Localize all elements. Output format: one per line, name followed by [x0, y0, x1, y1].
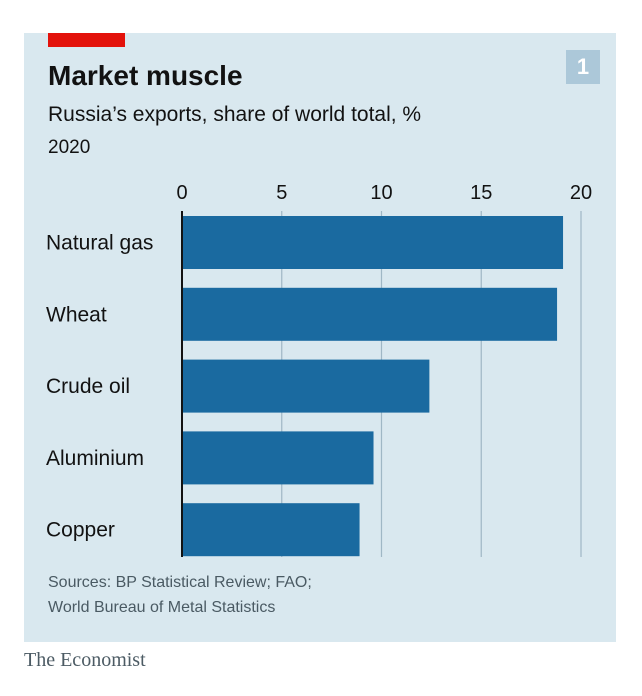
publisher-brand: The Economist	[24, 649, 146, 671]
x-tick-label-20: 20	[570, 182, 592, 204]
chart-title: Market muscle	[48, 60, 243, 91]
category-label-aluminium: Aluminium	[46, 447, 144, 470]
x-tick-label-5: 5	[276, 182, 287, 204]
bar-copper	[182, 503, 360, 557]
source-note-line-2: World Bureau of Metal Statistics	[48, 599, 276, 616]
bar-wheat	[182, 287, 558, 341]
category-label-copper: Copper	[46, 519, 115, 542]
source-note-line-1: Sources: BP Statistical Review; FAO;	[48, 574, 312, 591]
category-label-natural-gas: Natural gas	[46, 232, 153, 255]
x-tick-label-15: 15	[470, 182, 492, 204]
bar-natural-gas	[182, 216, 564, 269]
bar-aluminium	[182, 431, 374, 485]
bar-crude-oil	[182, 359, 430, 413]
category-label-crude-oil: Crude oil	[46, 375, 130, 398]
x-tick-label-0: 0	[176, 182, 187, 204]
red-accent-bar	[48, 33, 125, 47]
chart-subtitle: Russia’s exports, share of world total, …	[48, 103, 422, 126]
bar-chart: 0 5 10 15 20 Natural gas Wheat Crude oil Alumini…	[46, 182, 592, 557]
category-label-wheat: Wheat	[46, 303, 107, 326]
chart-panel: 1 Market muscle Russia’s exports, share …	[24, 33, 616, 642]
x-tick-label-10: 10	[370, 182, 392, 204]
chart-number-badge: 1	[566, 50, 600, 84]
chart-year: 2020	[48, 137, 91, 158]
